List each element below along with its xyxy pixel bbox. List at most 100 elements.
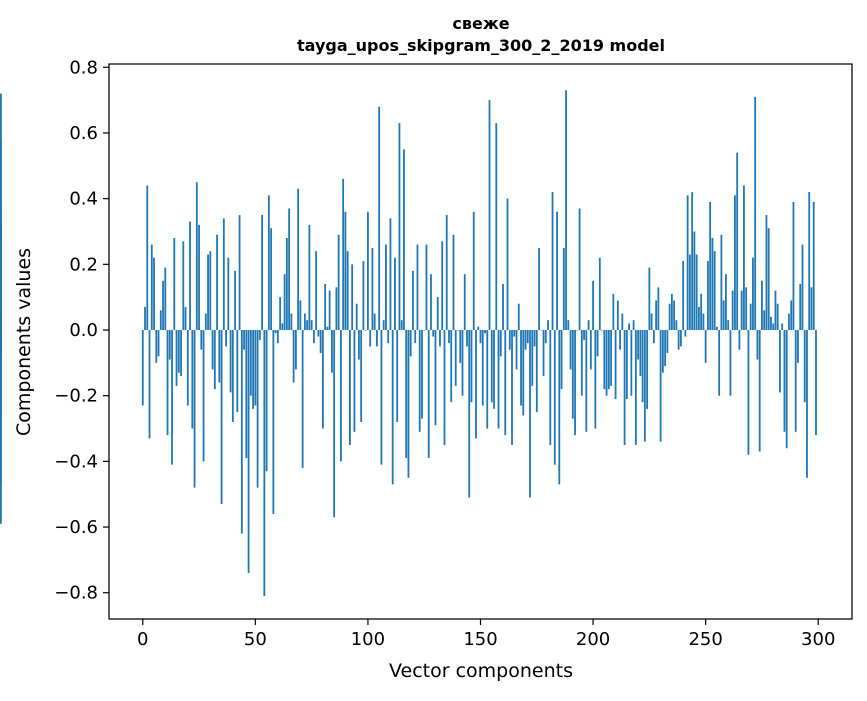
bar-86 (335, 287, 338, 330)
bar-148 (475, 330, 477, 439)
bar-298 (812, 201, 815, 331)
bar-121 (414, 330, 417, 344)
bar-88 (340, 330, 342, 462)
bar-undefined (0, 224, 2, 331)
bar-168 (520, 330, 522, 406)
bar-216 (628, 323, 630, 331)
bar-139 (454, 330, 457, 386)
bar-217 (630, 330, 633, 396)
bar-186 (560, 330, 563, 390)
bar-12 (168, 330, 171, 360)
y-tick-label: 0.6 (69, 123, 98, 144)
bar-102 (371, 247, 374, 331)
plot-frame (108, 63, 853, 620)
bar-292 (799, 284, 802, 331)
bar-123 (418, 330, 421, 432)
bar-67 (292, 330, 295, 383)
chart-title: свеже (452, 14, 509, 33)
bar-32 (213, 330, 216, 390)
bar-27 (202, 330, 205, 462)
bar-172 (529, 330, 531, 498)
bar-254 (713, 251, 716, 331)
bar-82 (326, 326, 329, 330)
bar-270 (749, 303, 752, 330)
bar-144 (466, 330, 468, 347)
bar-92 (349, 330, 351, 445)
bar-69 (297, 188, 300, 330)
bar-65 (288, 208, 291, 331)
bar-37 (225, 330, 227, 347)
y-tick-label: 0.8 (69, 57, 98, 78)
bar-38 (227, 257, 230, 331)
x-tick-label: 250 (688, 629, 722, 650)
bar-111 (391, 330, 394, 485)
bar-220 (637, 330, 640, 360)
y-axis-ticks: −0.8 −0.6 −0.4 −0.2 0.0 0.2 0.4 0.6 0.8 (54, 57, 109, 604)
bar-22 (191, 330, 194, 429)
bar-233 (666, 330, 669, 353)
bar-58 (272, 330, 275, 514)
bar-229 (657, 287, 660, 330)
bar-223 (643, 330, 646, 442)
bar-152 (484, 330, 486, 334)
bar-141 (459, 330, 462, 363)
bar-146 (470, 330, 473, 403)
bar-129 (432, 330, 435, 337)
bar-210 (614, 330, 617, 399)
bar-195 (580, 330, 583, 396)
bar-61 (279, 297, 282, 331)
bar-100 (367, 211, 369, 330)
bar-297 (810, 287, 813, 330)
bar-215 (625, 330, 628, 399)
bar-113 (396, 330, 399, 422)
bar-39 (229, 330, 232, 393)
bar-84 (331, 330, 333, 373)
x-tick-label: 300 (801, 629, 835, 650)
bar-211 (616, 300, 619, 331)
bar-199 (589, 330, 592, 370)
bar-191 (571, 330, 574, 419)
bar-127 (427, 330, 430, 459)
bar-109 (387, 330, 390, 344)
bar-201 (594, 330, 597, 429)
bar-275 (761, 280, 763, 331)
bar-163 (508, 330, 511, 350)
bar-55 (265, 330, 268, 472)
bar-5 (153, 257, 155, 331)
bar-80 (321, 330, 324, 429)
bar-184 (556, 211, 558, 330)
bar-74 (308, 224, 311, 331)
bar-260 (727, 320, 730, 330)
bar-50 (254, 330, 257, 406)
bar-68 (294, 330, 297, 370)
bar-161 (504, 330, 507, 436)
bar-8 (159, 310, 162, 330)
x-axis-ticks: 0 50 100 150 200 250 300 (137, 619, 835, 650)
bar-42 (236, 330, 239, 413)
bar-13 (171, 330, 173, 465)
chart-subtitle: tayga_upos_skipgram_300_2_2019 model (297, 36, 665, 55)
bar-258 (722, 300, 725, 331)
bar-60 (276, 330, 279, 344)
bar-52 (258, 330, 261, 340)
bar-114 (398, 123, 401, 330)
bar-213 (621, 313, 624, 331)
bar-41 (234, 270, 236, 330)
bar-261 (729, 330, 732, 396)
bar-280 (772, 323, 775, 331)
bar-240 (682, 261, 685, 330)
bar-56 (267, 195, 270, 330)
bar-274 (758, 330, 761, 452)
bar-57 (270, 228, 273, 330)
bar-205 (603, 330, 606, 390)
bar-126 (425, 244, 428, 330)
bar-193 (576, 330, 579, 331)
bar-106 (380, 330, 383, 465)
bar-182 (551, 192, 554, 331)
bar-231 (661, 330, 664, 373)
bar-79 (319, 330, 322, 353)
bar-135 (445, 215, 448, 331)
bar-198 (587, 320, 590, 330)
